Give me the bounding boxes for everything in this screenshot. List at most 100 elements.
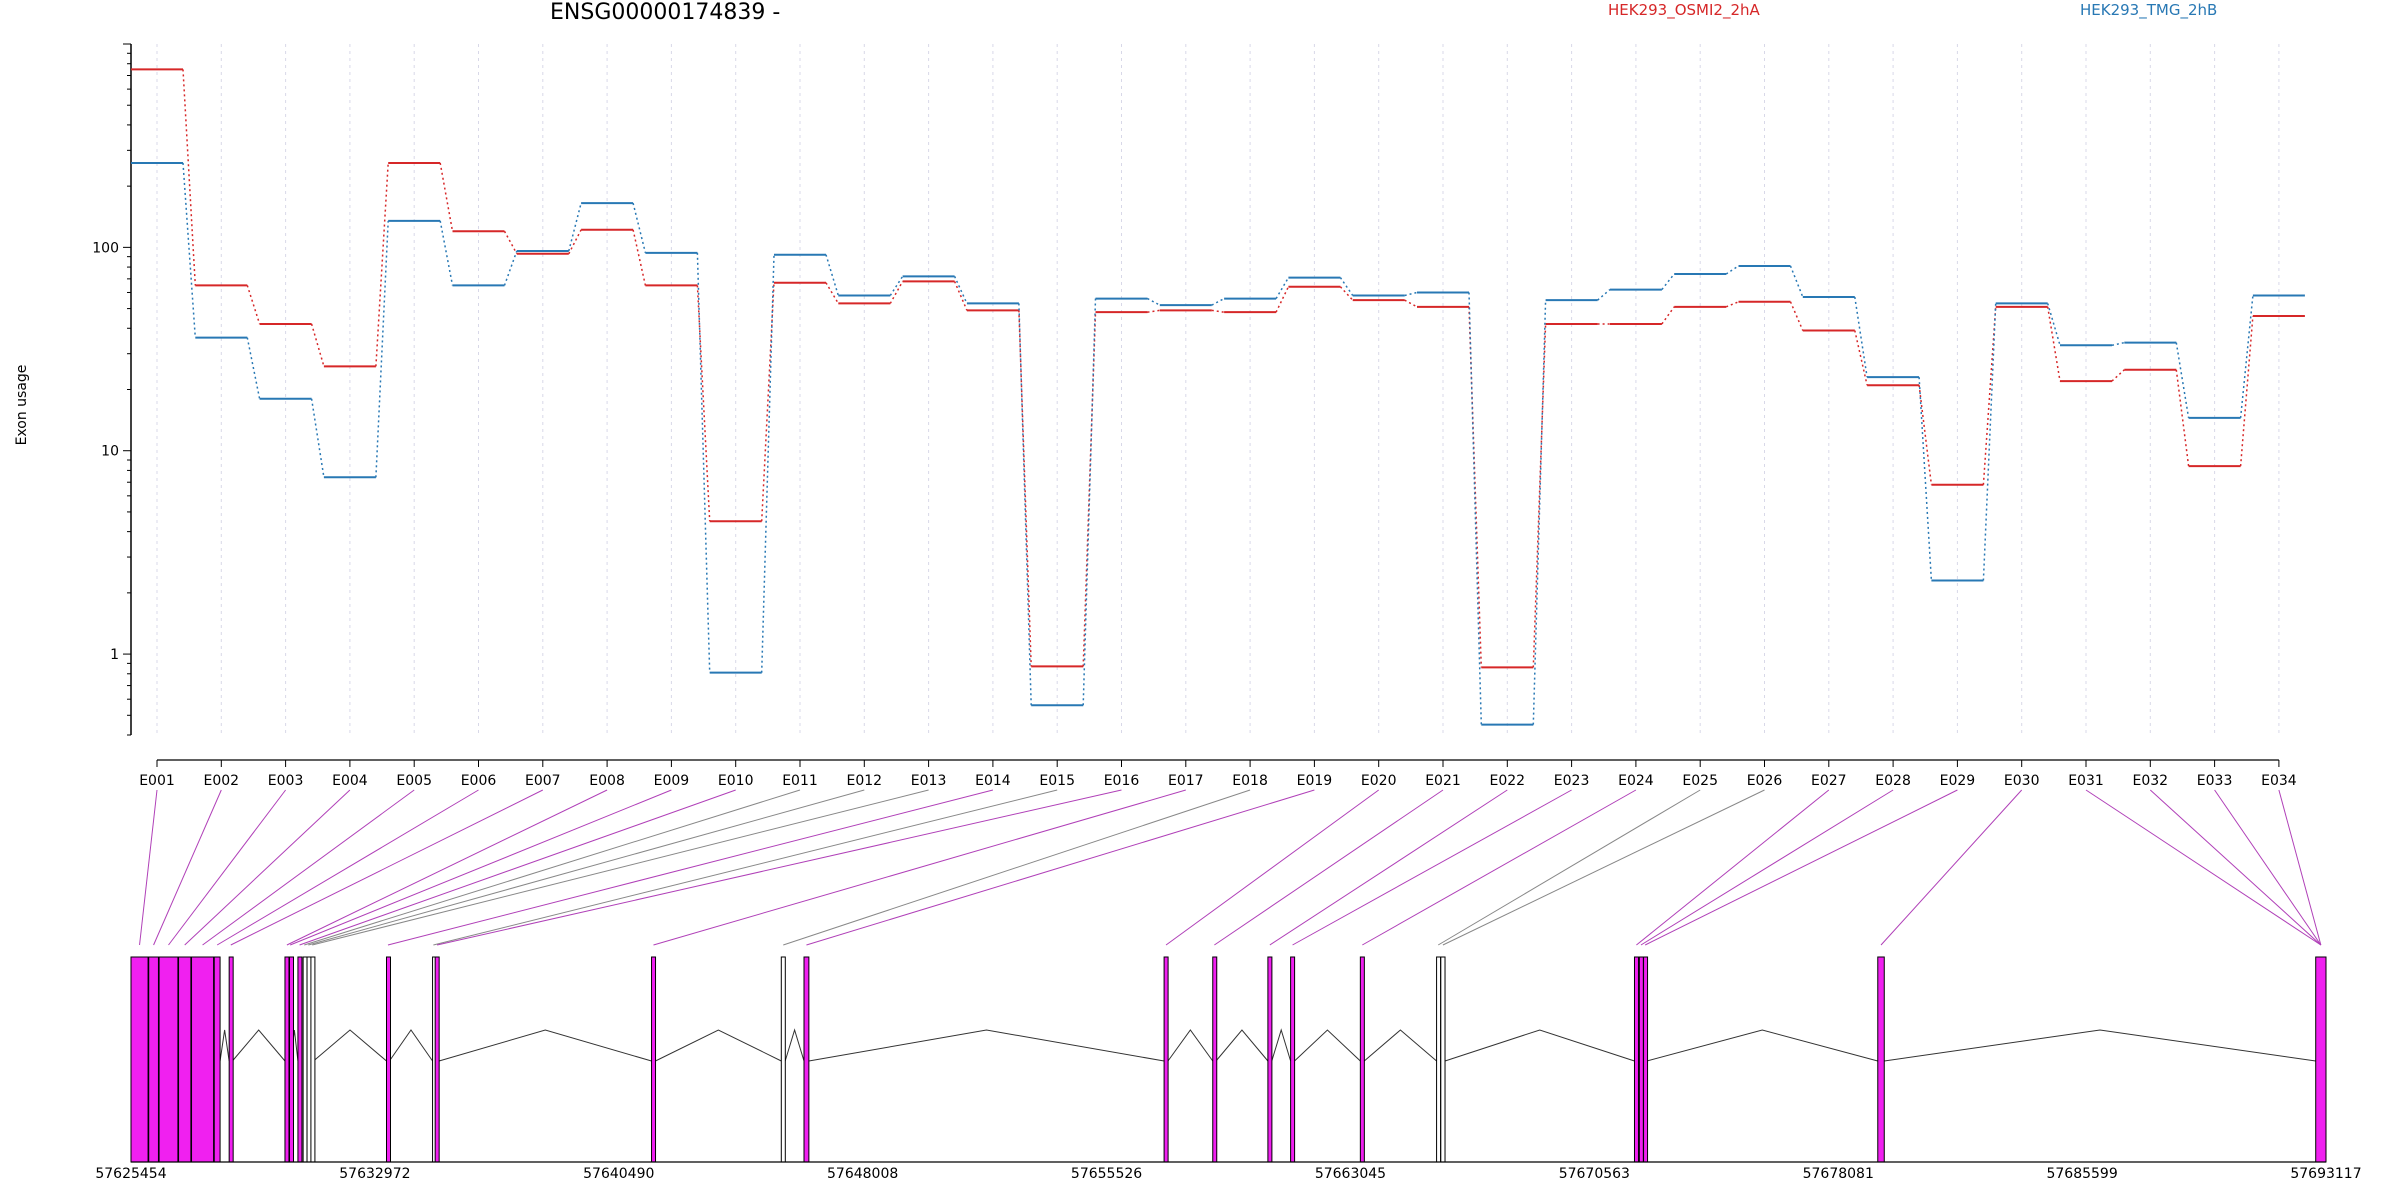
series-2-connector	[1211, 297, 1225, 306]
series-1-connector	[1982, 306, 1997, 485]
x-tick-label-E003: E003	[268, 773, 304, 789]
series-1-connector	[1147, 309, 1160, 313]
genomic-tick-label: 57685599	[2046, 1166, 2117, 1182]
intron-line	[808, 1029, 1165, 1062]
exon-box-E027	[1633, 956, 1639, 1163]
series-1-connector	[1404, 299, 1418, 308]
x-tick-label-E012: E012	[847, 773, 883, 789]
series-1-connector	[889, 281, 904, 304]
exon-box-E025	[1436, 956, 1442, 1163]
exon-connector-E003	[168, 789, 286, 946]
exon-connector-E034	[2278, 789, 2322, 946]
x-tick-label-E024: E024	[1618, 773, 1654, 789]
x-tick-label-E026: E026	[1747, 773, 1783, 789]
series-1-connector	[696, 285, 711, 522]
intron-line	[313, 1029, 387, 1062]
series-1-connector	[1275, 286, 1290, 313]
series-1-connector	[1789, 301, 1804, 331]
series-2-connector	[632, 202, 647, 254]
exon-connector-E031	[2085, 789, 2322, 946]
exon-connector-E014	[387, 789, 994, 946]
intron-line	[232, 1029, 286, 1062]
x-tick-label-E030: E030	[2004, 773, 2040, 789]
series-2-connector	[2111, 341, 2125, 347]
series-2-connector	[1532, 300, 1547, 725]
x-tick-label-E028: E028	[1875, 773, 1911, 789]
series-2-connector	[696, 252, 711, 673]
exon-box-E022	[1267, 956, 1273, 1163]
x-tick-label-E004: E004	[332, 773, 368, 789]
series-1-connector	[1082, 312, 1097, 667]
x-tick-label-E016: E016	[1104, 773, 1140, 789]
exon-connector-E001	[139, 789, 158, 946]
series-1-connector	[2111, 369, 2125, 382]
x-tick-label-E010: E010	[718, 773, 754, 789]
intron-line	[438, 1029, 652, 1062]
series-1-connector	[439, 162, 454, 232]
x-tick-label-E019: E019	[1297, 773, 1333, 789]
exon-box-E010	[297, 956, 303, 1163]
x-tick-label-E027: E027	[1811, 773, 1847, 789]
genomic-tick-label: 57640490	[583, 1166, 654, 1182]
exon-box-E003	[158, 956, 179, 1163]
series-2-connector	[1275, 277, 1290, 299]
exon-box-E009	[289, 956, 295, 1163]
intron-line	[219, 1029, 230, 1062]
intron-line	[1646, 1029, 1878, 1062]
exon-connector-E002	[153, 789, 222, 946]
y-tick-label: 100	[92, 240, 119, 256]
series-2-connector	[1918, 377, 1933, 581]
x-tick-label-E025: E025	[1682, 773, 1718, 789]
exon-box-E026	[1440, 956, 1446, 1163]
exon-connector-E010	[299, 789, 736, 946]
exon-connector-E021	[1214, 789, 1444, 946]
exon-box-E013	[310, 956, 316, 1163]
series-2-connector	[2046, 303, 2061, 346]
series-1-connector	[246, 285, 261, 325]
exon-box-E018	[780, 956, 786, 1163]
x-tick-label-E022: E022	[1490, 773, 1526, 789]
exon-box-E002	[148, 956, 159, 1163]
series-1-connector	[1918, 385, 1933, 485]
series-1-connector	[2046, 306, 2061, 382]
exon-box-E001	[130, 956, 149, 1163]
exon-connector-E020	[1165, 789, 1379, 946]
exon-connector-E025	[1437, 789, 1701, 946]
genomic-tick-label: 57655526	[1071, 1166, 1142, 1182]
exon-box-E020	[1163, 956, 1169, 1163]
series-2-connector	[1082, 298, 1097, 706]
series-2-connector	[439, 220, 454, 286]
series-1-connector	[503, 230, 518, 255]
genomic-tick-label: 57625454	[95, 1166, 166, 1182]
series-1-connector	[2239, 315, 2254, 467]
exon-box-E021	[1212, 956, 1218, 1163]
series-2-connector	[375, 220, 389, 478]
series-1-connector	[1018, 310, 1032, 667]
x-tick-label-E009: E009	[654, 773, 690, 789]
intron-line	[1294, 1029, 1361, 1062]
genomic-tick-label: 57678081	[1803, 1166, 1874, 1182]
exon-connector-E006	[216, 789, 479, 946]
exon-box-E004	[178, 956, 192, 1163]
series-1-connector	[825, 282, 839, 304]
series-2-connector	[1661, 273, 1675, 291]
exon-connector-E032	[2149, 789, 2322, 946]
y-axis-label: Exon usage	[14, 365, 30, 446]
exon-connector-E028	[1640, 789, 1894, 946]
intron-line	[655, 1029, 782, 1062]
series-2-connector	[310, 398, 325, 478]
legend-entry-series-2: HEK293_TMG_2hB	[2080, 1, 2218, 19]
legend-entry-series-1: HEK293_OSMI2_2hA	[1608, 1, 1760, 19]
exon-connector-E017	[653, 789, 1186, 946]
exon-connector-E024	[1362, 789, 1637, 946]
exon-connector-E011	[304, 789, 801, 946]
series-2-connector	[760, 254, 775, 673]
series-2-connector	[568, 202, 582, 252]
x-tick-label-E033: E033	[2197, 773, 2233, 789]
series-2-connector	[1339, 277, 1354, 296]
exon-connector-E022	[1269, 789, 1508, 946]
chart-title: ENSG00000174839 -	[550, 0, 781, 25]
series-2-connector	[825, 254, 840, 296]
genomic-tick-label: 57632972	[339, 1166, 410, 1182]
